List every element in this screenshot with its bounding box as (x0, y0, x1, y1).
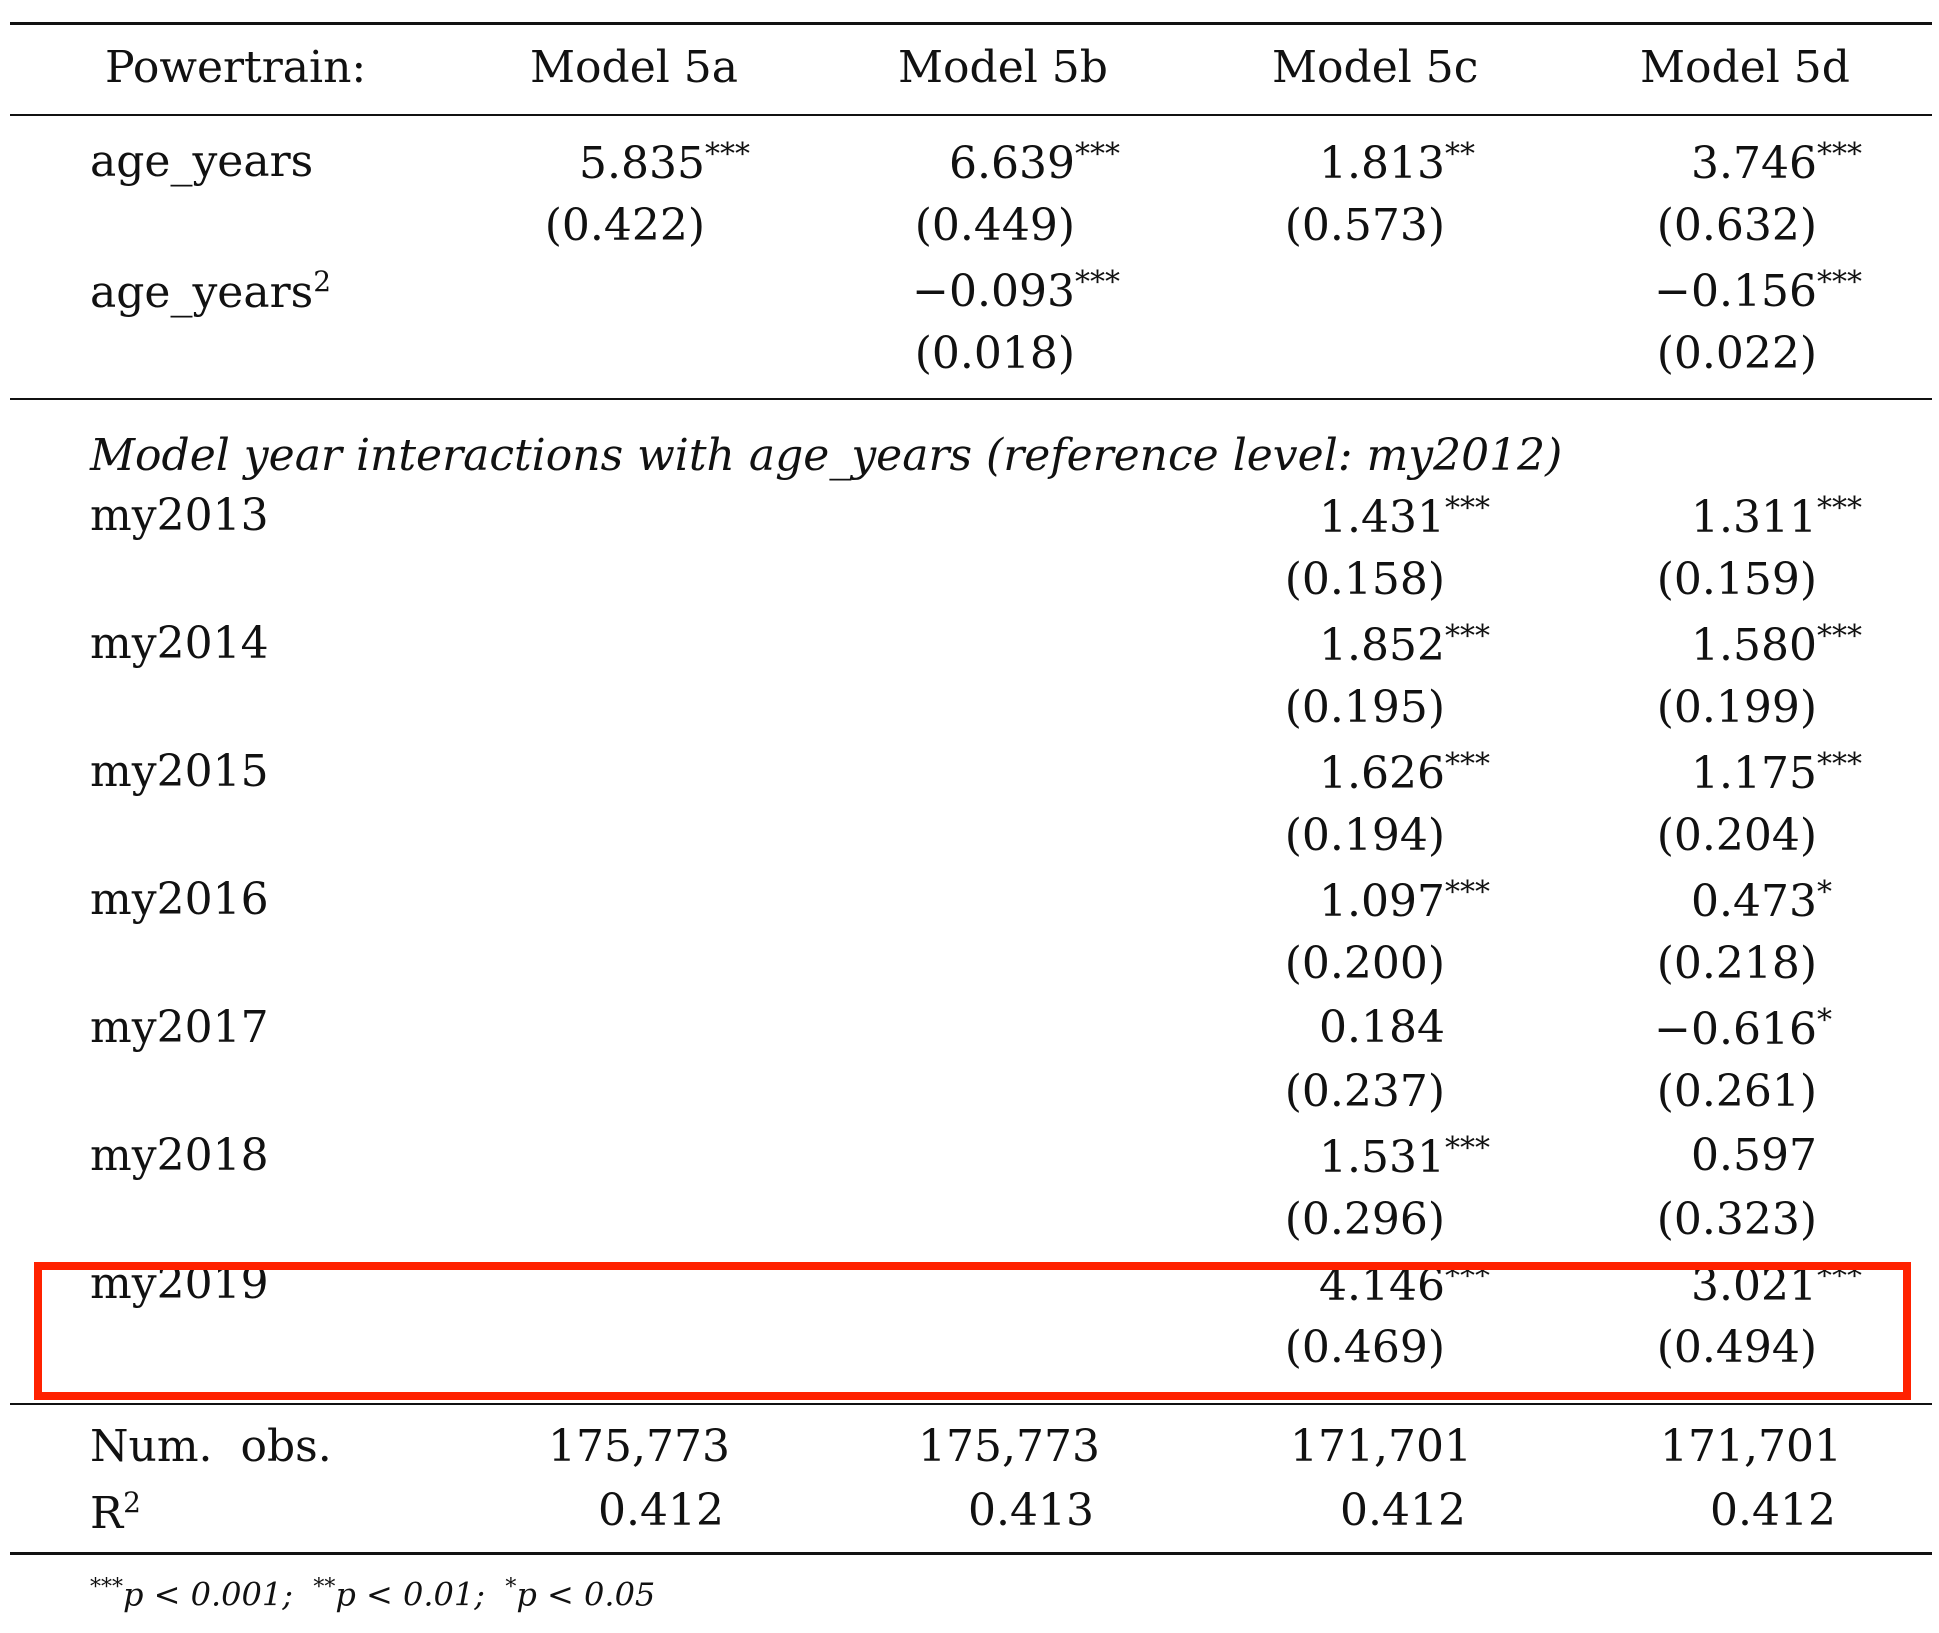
bottom-rule (10, 1552, 1932, 1555)
coef-my2015-5d: 1.175*** (1691, 747, 1862, 799)
coef-age-5b: 6.639*** (949, 137, 1120, 189)
coef-my2017-5d: −0.616* (1654, 1003, 1832, 1055)
row-label-my2013: my2013 (90, 490, 269, 541)
highlight-box (34, 1262, 1911, 1400)
mid-rule (10, 398, 1932, 400)
header-rule (10, 114, 1932, 116)
se-age-5c: (0.573) (1284, 200, 1445, 251)
se-my2019-5c: (0.469) (1284, 1322, 1445, 1373)
header-model-5d: Model 5d (1640, 42, 1850, 93)
section-title: Model year interactions with age_years (… (90, 430, 1563, 481)
coef-age-5a: 5.835*** (579, 137, 750, 189)
header-model-5c: Model 5c (1272, 42, 1479, 93)
coef-age-sq-5b: −0.093*** (912, 265, 1120, 317)
se-my2017-5d: (0.261) (1656, 1066, 1817, 1117)
r2-5c: 0.412 (1340, 1485, 1466, 1536)
header-model-5b: Model 5b (898, 42, 1108, 93)
se-my2013-5c: (0.158) (1284, 554, 1445, 605)
nobs-5b: 175,773 (918, 1421, 1100, 1472)
row-label-my2014: my2014 (90, 618, 269, 669)
row-label-my2017: my2017 (90, 1002, 269, 1053)
se-my2017-5c: (0.237) (1284, 1066, 1445, 1117)
coef-age-5c: 1.813** (1319, 137, 1475, 189)
nobs-5d: 171,701 (1660, 1421, 1842, 1472)
nobs-5a: 175,773 (548, 1421, 730, 1472)
se-my2018-5c: (0.296) (1284, 1194, 1445, 1245)
se-my2019-5d: (0.494) (1656, 1322, 1817, 1373)
r2-label: R2 (90, 1486, 141, 1539)
se-age-5a: (0.422) (544, 200, 705, 251)
se-my2014-5c: (0.195) (1284, 682, 1445, 733)
coef-my2013-5c: 1.431*** (1319, 491, 1490, 543)
se-age-sq-5b: (0.018) (914, 328, 1075, 379)
row-label-my2018: my2018 (90, 1130, 269, 1181)
footnote: ***p < 0.001; **p < 0.01; *p < 0.05 (90, 1575, 656, 1614)
se-my2018-5d: (0.323) (1656, 1194, 1817, 1245)
r2-5d: 0.412 (1710, 1485, 1836, 1536)
row-label-age-years: age_years (90, 136, 314, 187)
coef-my2016-5c: 1.097*** (1319, 875, 1490, 927)
nobs-label: Num. obs. (90, 1421, 332, 1472)
se-my2016-5d: (0.218) (1656, 938, 1817, 989)
coef-my2013-5d: 1.311*** (1691, 491, 1862, 543)
se-my2013-5d: (0.159) (1656, 554, 1817, 605)
se-my2015-5c: (0.194) (1284, 810, 1445, 861)
r2-5a: 0.412 (598, 1485, 724, 1536)
coef-my2017-5c: 0.184 (1319, 1002, 1445, 1053)
row-label-my2016: my2016 (90, 874, 269, 925)
row-label-age-years-squared: age_years2 (90, 265, 332, 318)
header-label: Powertrain: (105, 42, 367, 93)
coef-my2015-5c: 1.626*** (1319, 747, 1490, 799)
se-my2016-5c: (0.200) (1284, 938, 1445, 989)
header-model-5a: Model 5a (530, 42, 739, 93)
top-rule (10, 22, 1932, 25)
stats-rule (10, 1403, 1932, 1405)
se-age-5b: (0.449) (914, 200, 1075, 251)
se-age-sq-5d: (0.022) (1656, 328, 1817, 379)
coef-my2014-5d: 1.580*** (1691, 619, 1862, 671)
se-age-5d: (0.632) (1656, 200, 1817, 251)
se-my2014-5d: (0.199) (1656, 682, 1817, 733)
coef-age-5d: 3.746*** (1691, 137, 1862, 189)
coef-my2018-5d: 0.597 (1691, 1130, 1817, 1181)
nobs-5c: 171,701 (1290, 1421, 1472, 1472)
coef-my2018-5c: 1.531*** (1319, 1131, 1490, 1183)
coef-age-sq-5d: −0.156*** (1654, 265, 1862, 317)
coef-my2016-5d: 0.473* (1691, 875, 1832, 927)
coef-my2014-5c: 1.852*** (1319, 619, 1490, 671)
r2-5b: 0.413 (968, 1485, 1094, 1536)
row-label-my2015: my2015 (90, 746, 269, 797)
se-my2015-5d: (0.204) (1656, 810, 1817, 861)
